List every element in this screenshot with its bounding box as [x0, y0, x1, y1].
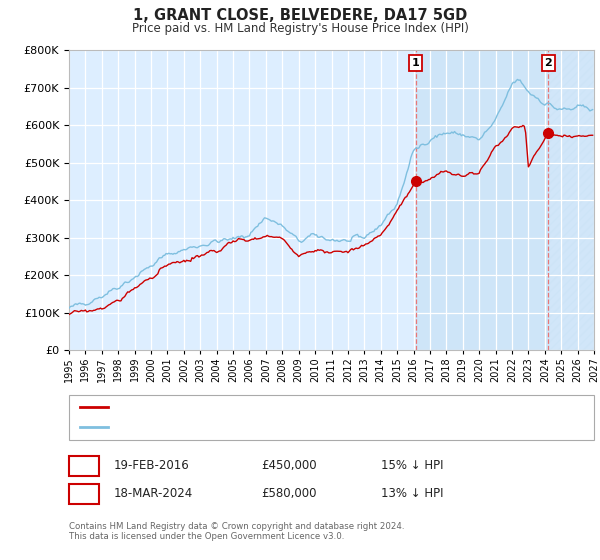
Text: 15% ↓ HPI: 15% ↓ HPI: [381, 459, 443, 473]
Text: Price paid vs. HM Land Registry's House Price Index (HPI): Price paid vs. HM Land Registry's House …: [131, 22, 469, 35]
Text: 1, GRANT CLOSE, BELVEDERE, DA17 5GD (detached house): 1, GRANT CLOSE, BELVEDERE, DA17 5GD (det…: [112, 402, 421, 412]
Text: 13% ↓ HPI: 13% ↓ HPI: [381, 487, 443, 501]
Bar: [416, 50, 548, 350]
Text: HPI: Average price, detached house, Bexley: HPI: Average price, detached house, Bexl…: [112, 422, 340, 432]
Text: 19-FEB-2016: 19-FEB-2016: [114, 459, 190, 473]
Text: 1: 1: [412, 58, 419, 68]
Text: 18-MAR-2024: 18-MAR-2024: [114, 487, 193, 501]
Text: 2: 2: [80, 487, 88, 501]
Text: 2: 2: [544, 58, 552, 68]
Bar: [548, 50, 594, 350]
Text: 1: 1: [80, 459, 88, 473]
Text: 1, GRANT CLOSE, BELVEDERE, DA17 5GD: 1, GRANT CLOSE, BELVEDERE, DA17 5GD: [133, 8, 467, 24]
Text: £580,000: £580,000: [261, 487, 317, 501]
Text: Contains HM Land Registry data © Crown copyright and database right 2024.
This d: Contains HM Land Registry data © Crown c…: [69, 522, 404, 542]
Text: £450,000: £450,000: [261, 459, 317, 473]
